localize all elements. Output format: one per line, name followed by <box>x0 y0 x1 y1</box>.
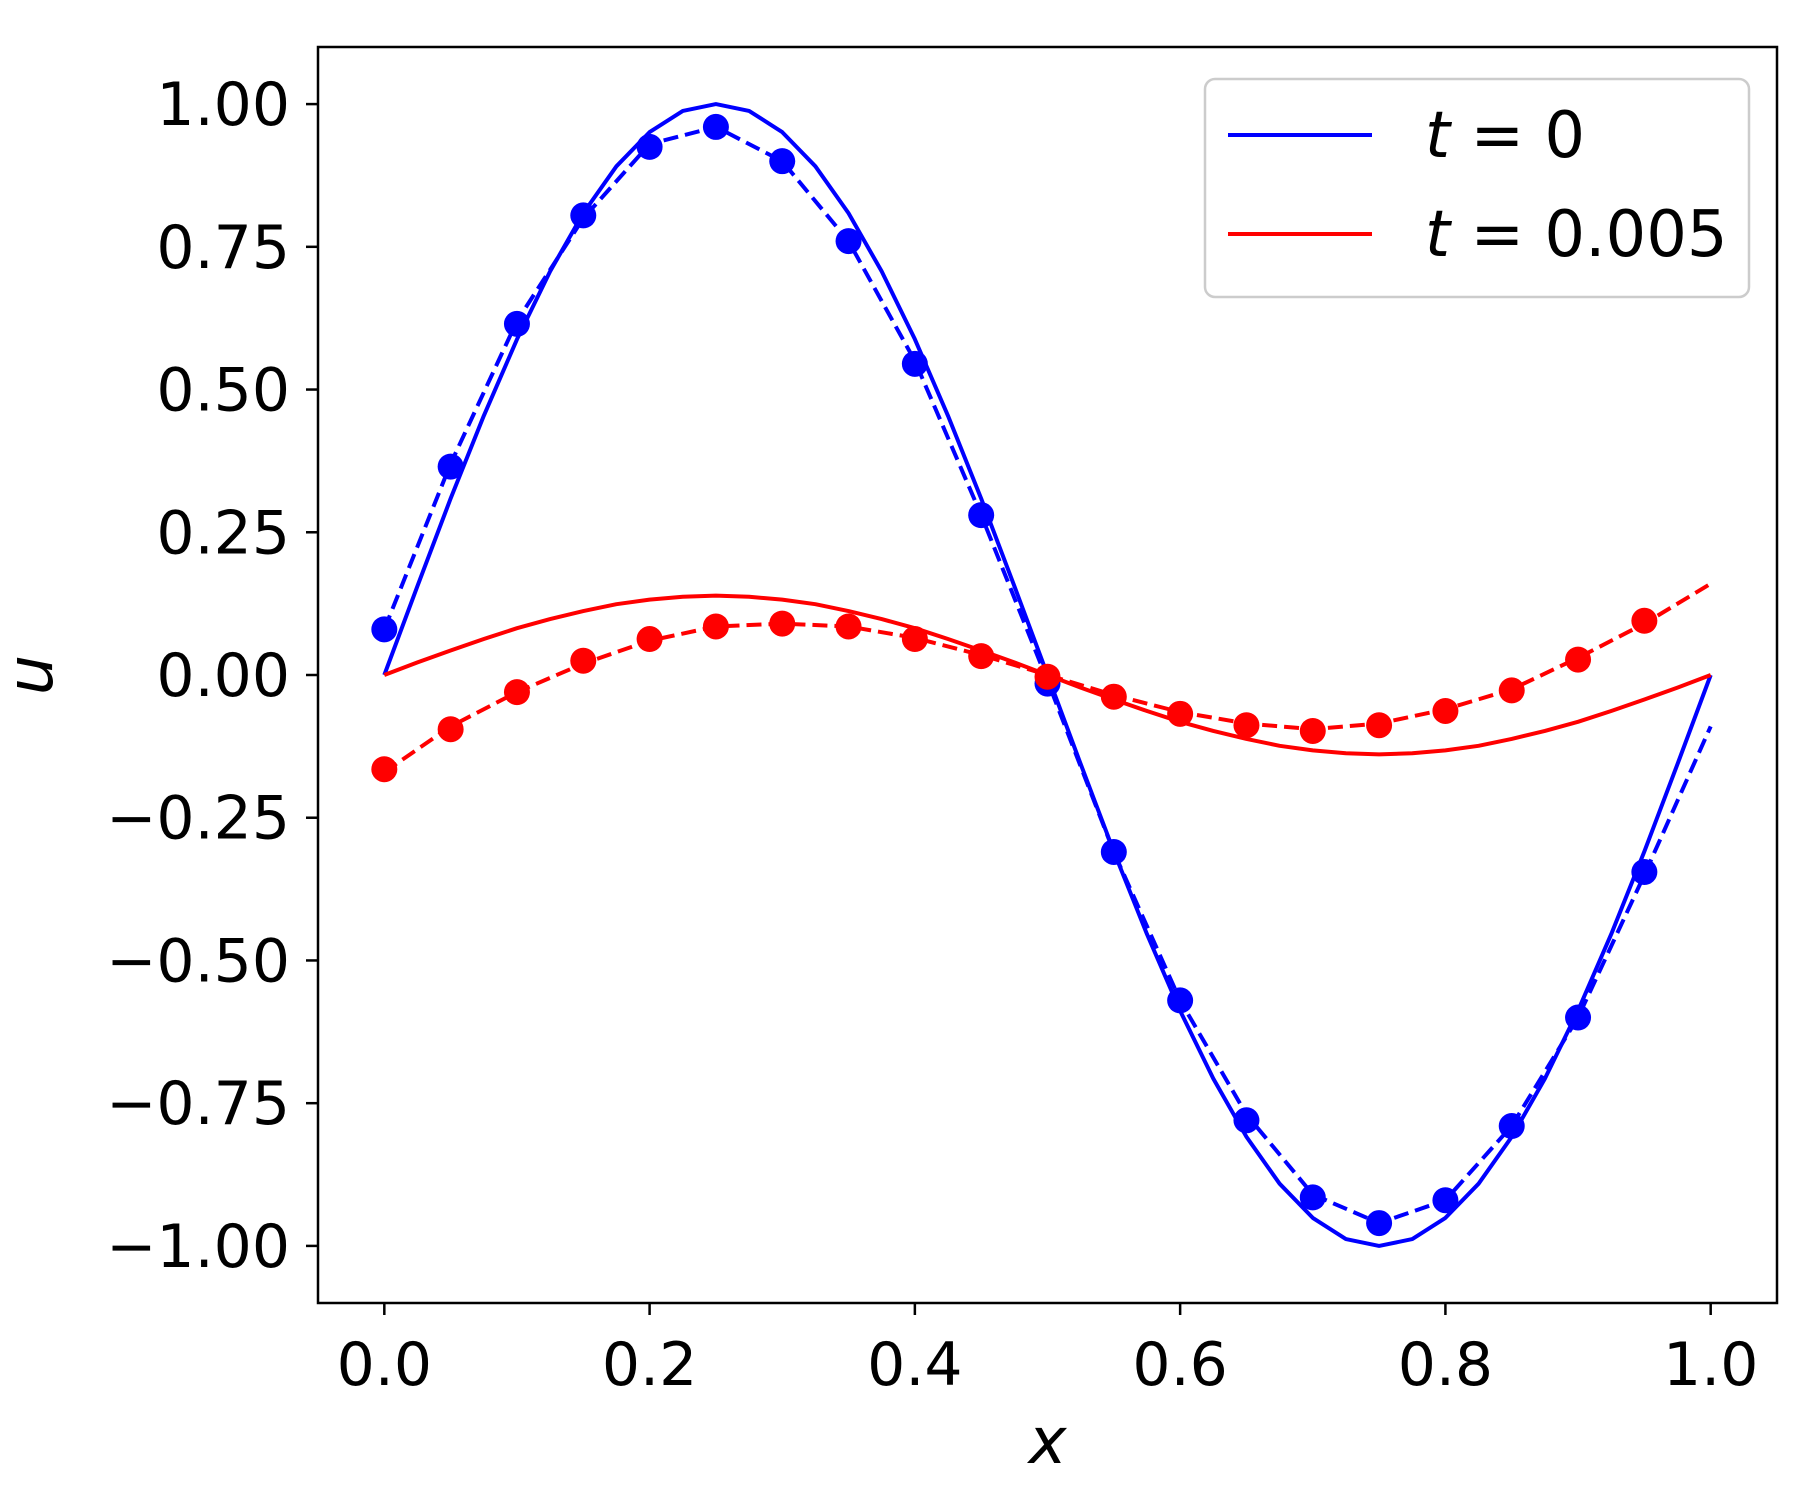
series-layer <box>371 102 1713 1248</box>
series-4-dashed-line <box>383 581 1712 774</box>
legend-label: t = 0.005 <box>1425 198 1728 272</box>
series-5-marker <box>1366 712 1393 739</box>
series-2-marker <box>570 202 597 229</box>
series-5-marker <box>1233 712 1260 739</box>
x-axis-label: x <box>1027 1405 1068 1479</box>
x-tick-label: 0.2 <box>602 1330 697 1400</box>
y-tick-label: −1.00 <box>106 1212 290 1282</box>
series-2-marker <box>636 133 663 160</box>
series-2-marker <box>503 310 530 337</box>
series-5-marker <box>968 643 995 670</box>
series-2-marker <box>968 502 995 529</box>
series-2-marker <box>1167 987 1194 1014</box>
series-2-marker <box>901 350 928 377</box>
series-5-marker <box>702 613 729 640</box>
series-5-marker <box>1565 646 1592 673</box>
y-tick-label: −0.75 <box>106 1069 290 1139</box>
x-tick-label: 1.0 <box>1663 1330 1758 1400</box>
series-5-marker <box>769 610 796 637</box>
series-5-marker <box>1034 663 1061 690</box>
series-5-marker <box>570 647 597 674</box>
series-5-marker <box>1631 607 1658 634</box>
series-5-marker <box>503 679 530 706</box>
y-tick-label: 0.00 <box>156 641 290 711</box>
series-5-marker <box>1100 683 1127 710</box>
x-tick-label: 0.0 <box>337 1330 432 1400</box>
x-axis: 0.0 0.2 0.4 0.6 0.8 1.0 <box>337 1303 1758 1400</box>
legend: t = 0 t = 0.005 <box>1203 77 1751 299</box>
series-5-marker <box>901 626 928 653</box>
series-2-marker <box>1631 858 1658 885</box>
series-2-marker <box>1100 838 1127 865</box>
series-2-marker <box>1498 1113 1525 1140</box>
series-2-marker <box>1299 1184 1326 1211</box>
series-5-marker <box>1432 697 1459 724</box>
series-2-marker <box>1366 1210 1393 1237</box>
series-5-marker <box>1299 717 1326 744</box>
series-2-marker <box>769 148 796 175</box>
legend-label: t = 0 <box>1425 99 1585 173</box>
y-tick-label: −0.25 <box>106 784 290 854</box>
series-2-marker <box>1233 1107 1260 1134</box>
x-tick-label: 0.4 <box>867 1330 962 1400</box>
series-2-marker <box>437 453 464 480</box>
y-axis-label: u <box>0 655 68 696</box>
series-2-marker <box>702 113 729 140</box>
x-tick-label: 0.6 <box>1132 1330 1227 1400</box>
series-5-marker <box>636 626 663 653</box>
y-tick-label: 1.00 <box>156 70 290 140</box>
y-tick-label: 0.50 <box>156 356 290 426</box>
y-tick-label: 0.75 <box>156 213 290 283</box>
series-2-marker <box>1432 1187 1459 1214</box>
series-2-marker <box>835 228 862 255</box>
y-tick-label: −0.50 <box>106 926 290 996</box>
series-5-marker <box>1167 700 1194 727</box>
series-5-marker <box>371 756 398 783</box>
x-tick-label: 0.8 <box>1398 1330 1493 1400</box>
series-5-marker <box>1498 677 1525 704</box>
series-5-marker <box>835 613 862 640</box>
series-5-marker <box>437 716 464 743</box>
series-2-marker <box>1565 1004 1592 1031</box>
series-2-marker <box>371 616 398 643</box>
y-axis: 1.00 0.75 0.50 0.25 0.00 −0.25 −0.50 −0.75 −1.00 <box>106 70 318 1282</box>
y-tick-label: 0.25 <box>156 498 290 568</box>
